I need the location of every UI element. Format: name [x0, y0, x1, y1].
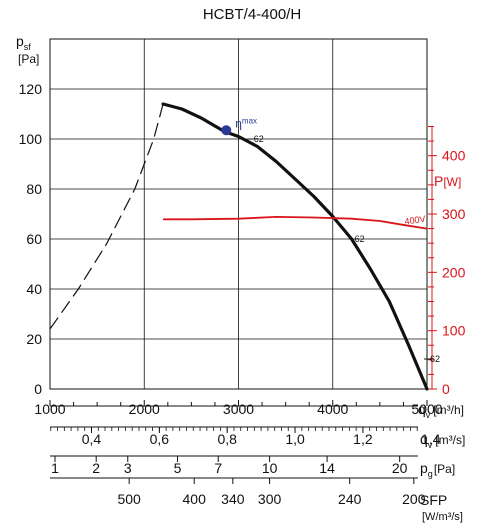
curve-marker-label: 62 [430, 354, 440, 364]
eta-sub: max [242, 116, 257, 125]
y-tick-label: 0 [34, 381, 42, 397]
sfp-tick-label: 400 [183, 491, 207, 507]
qv-m3s-tick-label: 0,8 [217, 431, 237, 447]
x-axis-label-sub: v [426, 410, 431, 420]
eta-symbol: η [235, 116, 242, 130]
x-tick-label: 3000 [223, 401, 254, 417]
qv-m3s-unit: [m³/s] [435, 433, 465, 447]
pg-tick-label: 20 [392, 460, 408, 476]
pg-tick-label: 1 [51, 460, 59, 476]
x-axis-label-main: q [418, 401, 426, 417]
x-axis-label: qv [m³/h] [418, 401, 464, 420]
y-axis-label-sub: sf [24, 42, 32, 52]
pg-label-main: p [420, 460, 428, 476]
y-tick-label: 100 [19, 131, 43, 147]
y-tick-label: 40 [26, 281, 42, 297]
qv-m3s-tick-label: 1,4 [421, 431, 441, 447]
qv-m3s-tick-label: 1,0 [285, 431, 305, 447]
y-tick-label: 120 [19, 81, 43, 97]
pg-tick-label: 2 [92, 460, 100, 476]
x-tick-label: 5000 [411, 401, 442, 417]
y2-axis-title: P[W] [434, 173, 461, 189]
qv-m3s-label-main: q [420, 431, 428, 447]
pg-tick-label: 7 [214, 460, 222, 476]
sfp-tick-label: 500 [117, 491, 141, 507]
pg-unit: [Pa] [434, 462, 455, 476]
sfp-tick-label: 240 [338, 491, 362, 507]
sfp-axis-unit: [W/m³/s] [422, 511, 463, 523]
y2-axis-label: P [434, 173, 443, 189]
svg-text:P[W]: P[W] [434, 173, 461, 189]
sfp-tick-label: 340 [221, 491, 245, 507]
pg-label-sub: g [428, 469, 433, 479]
power-curve-line [163, 215, 428, 230]
pg-axis-label: pg[Pa] [420, 460, 455, 479]
sfp-tick-label: 200 [402, 491, 426, 507]
sfp-axis-label: SFP [420, 492, 447, 508]
pg-tick-label: 10 [262, 460, 278, 476]
y-axis-title: psf [Pa] [16, 33, 39, 66]
y-tick-label: 20 [26, 331, 42, 347]
eta-max-marker [221, 125, 232, 136]
plot-grid [49, 38, 428, 390]
pressure-curve-line [161, 102, 429, 391]
y-axis-unit: [Pa] [18, 52, 39, 66]
y2-tick-label: 100 [442, 323, 466, 339]
pg-tick-label: 14 [319, 460, 335, 476]
qv-m3s-tick-label: 1,2 [353, 431, 373, 447]
x-axis-unit: [m³/h] [433, 403, 464, 417]
curve-marker-label: 62 [254, 134, 264, 144]
y-axis-label: p [16, 33, 24, 49]
qv-m3s-label-sub: v [428, 440, 433, 450]
x-tick-label: 2000 [129, 401, 160, 417]
secondary-axes: 0,40,60,81,01,21,41,61235710142030500400… [50, 426, 465, 523]
y-axis: 0 20 40 60 80 100 120 [19, 81, 43, 397]
eta-max-label: ηmax [235, 116, 257, 130]
svg-text:psf: psf [16, 33, 31, 52]
y-tick-label: 80 [26, 181, 42, 197]
pg-tick-label: 3 [124, 460, 132, 476]
y2-axis-unit: [W] [443, 175, 461, 189]
power-curve-label: 400V [404, 214, 426, 227]
y2-axis: 0 100 200 300 400 [428, 126, 466, 397]
curve-marker-label: 62 [355, 234, 365, 244]
y2-tick-label: 300 [442, 206, 466, 222]
qv-m3s-tick-label: 0,6 [150, 431, 170, 447]
y2-tick-label: 0 [442, 381, 450, 397]
series-layer: 62 62 62 400V ηmax [49, 102, 440, 391]
x-tick-label: 1000 [34, 401, 65, 417]
y-tick-label: 60 [26, 231, 42, 247]
x-tick-label: 4000 [317, 401, 348, 417]
qv-m3s-tick-label: 0,4 [82, 431, 102, 447]
sfp-tick-label: 300 [258, 491, 282, 507]
chart-title: HCBT/4-400/H [203, 6, 301, 23]
qv-m3s-axis-label: qv [m³/s] [420, 431, 465, 450]
y2-tick-label: 400 [442, 148, 466, 164]
y2-tick-label: 200 [442, 264, 466, 280]
pressure-curve-dashed-line [49, 103, 164, 330]
pg-tick-label: 5 [174, 460, 182, 476]
